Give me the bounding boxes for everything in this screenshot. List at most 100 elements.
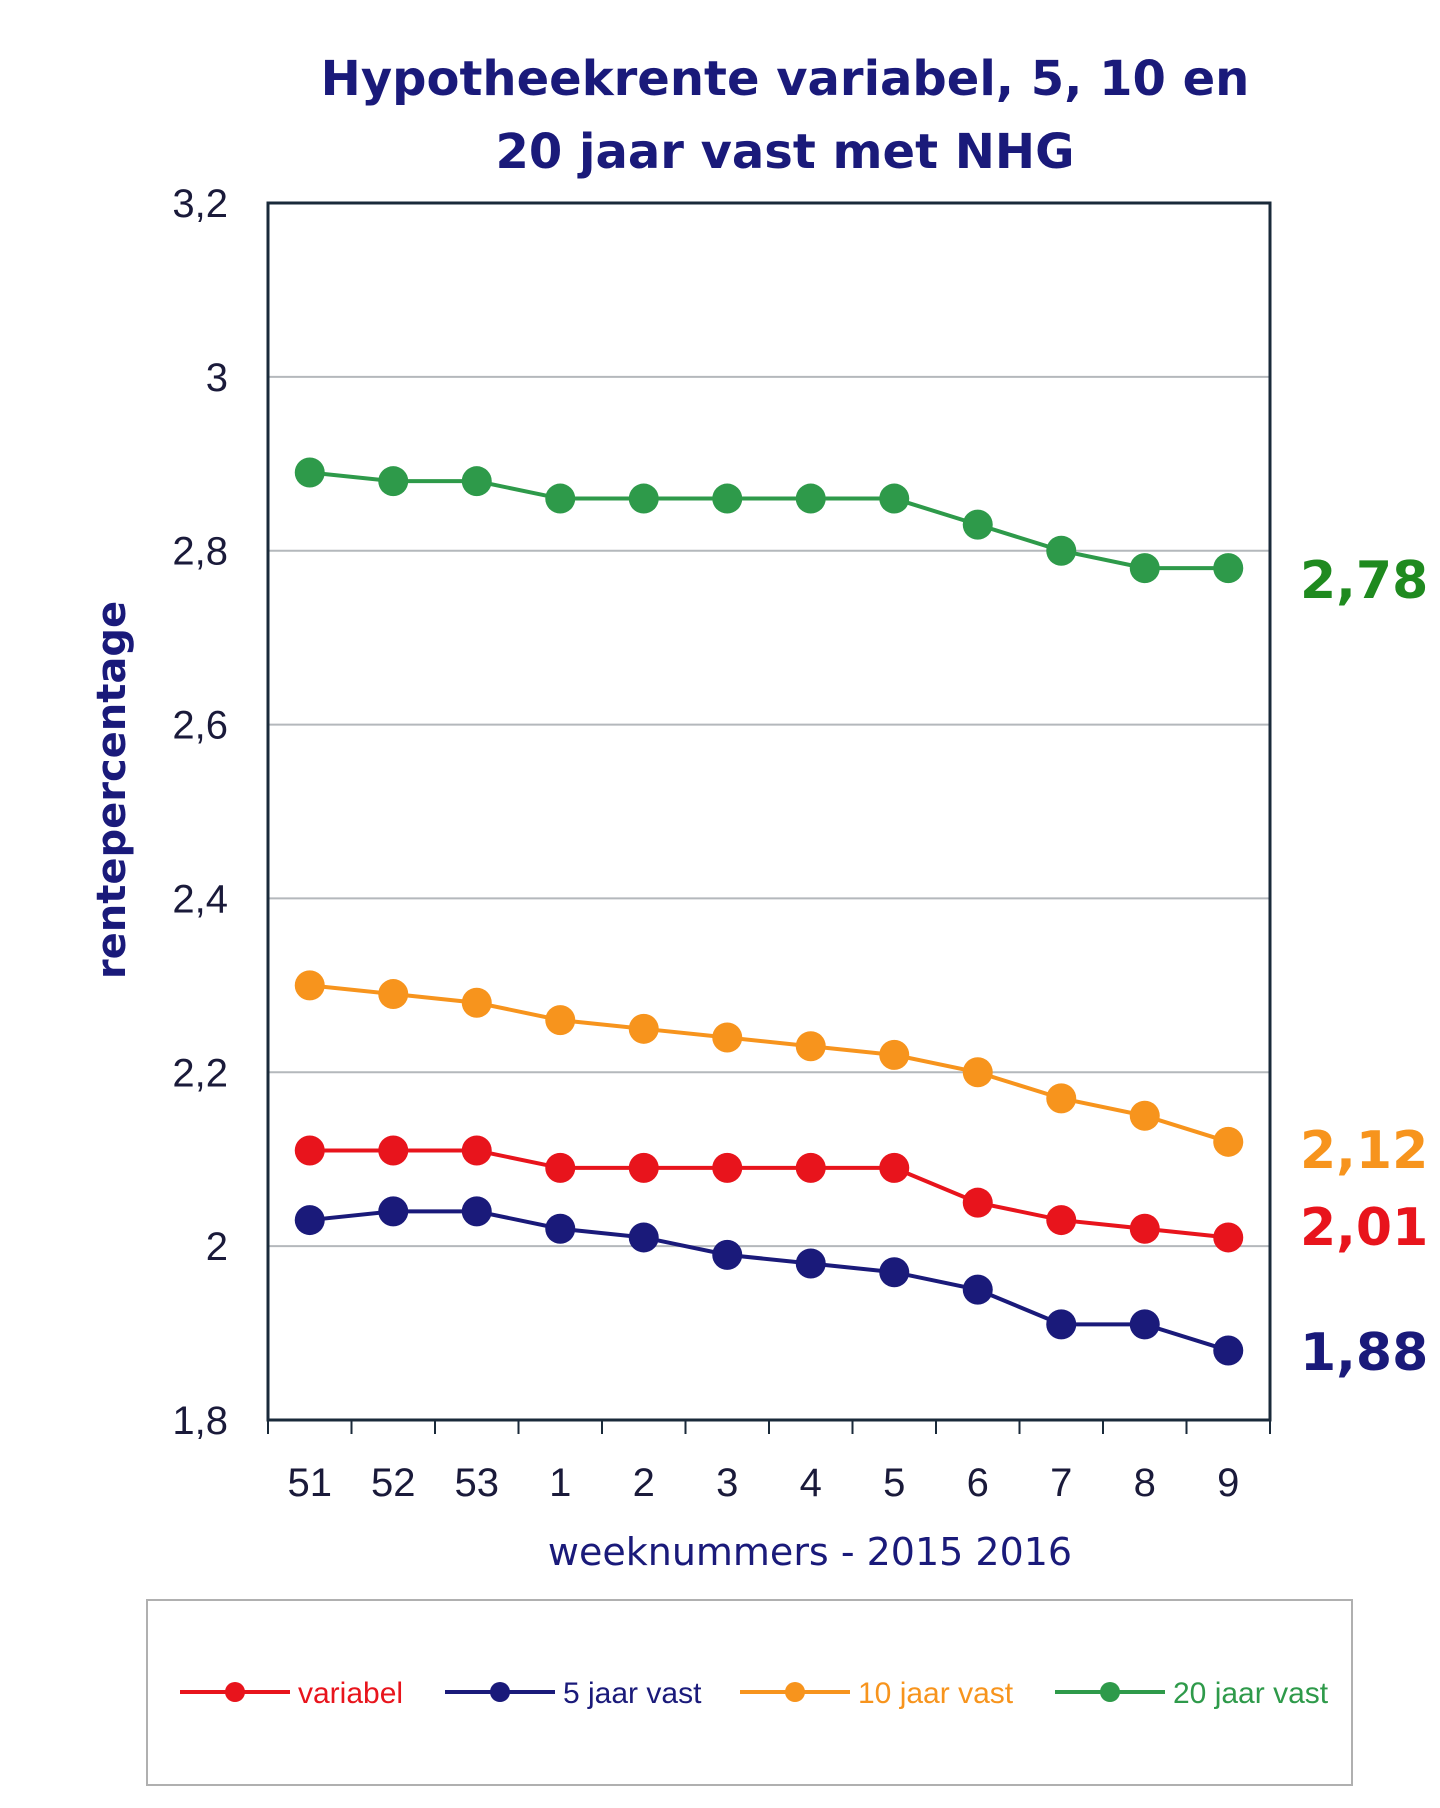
data-point [545,1213,576,1244]
data-point [1046,1083,1077,1114]
x-tick-label: 3 [716,1461,738,1505]
data-point [795,483,826,514]
data-point [461,466,492,497]
x-tick-label: 7 [1050,1461,1072,1505]
legend-item: 10 jaar vast [740,1677,1014,1710]
data-point [1129,1309,1160,1340]
data-point [1213,1335,1244,1366]
data-point [378,1135,409,1166]
data-point [1213,1126,1244,1157]
data-point [712,1022,743,1053]
legend-item: 20 jaar vast [1055,1677,1329,1710]
legend-swatch-marker [490,1682,510,1702]
chart-title-line-2: 20 jaar vast met NHG [496,124,1075,180]
data-point [294,1135,325,1166]
data-point [795,1031,826,1062]
data-point [962,1274,993,1305]
y-tick-label: 2,6 [172,704,228,748]
series-line [309,1148,1229,1240]
data-point [461,987,492,1018]
data-point [545,1005,576,1036]
data-point [712,483,743,514]
data-point [879,483,910,514]
data-point [378,979,409,1010]
x-tick-label: 53 [455,1461,500,1505]
y-tick-label: 2,4 [172,877,228,921]
x-tick-label: 1 [549,1461,571,1505]
legend-label: 20 jaar vast [1173,1677,1329,1710]
x-tick-label: 4 [800,1461,822,1505]
chart-title-line-1: Hypotheekrente variabel, 5, 10 en [321,51,1250,107]
legend-swatch-marker [785,1682,805,1702]
end-labels: 2,01 1,88 2,12 2,78 [1300,551,1428,1383]
series-5-jaar-vast [294,1196,1244,1366]
plot-area-frame [266,201,1272,1422]
legend-swatch-marker [1100,1682,1120,1702]
x-axis-ticks: 51 52 53 1 2 3 4 5 6 7 8 9 [267,1420,1271,1505]
data-point [545,483,576,514]
legend: variabel 5 jaar vast 10 jaar vast 20 jaar v… [180,1677,1329,1710]
legend-label: 10 jaar vast [858,1677,1014,1710]
x-tick-label: 52 [371,1461,416,1505]
x-tick-label: 5 [883,1461,905,1505]
data-point [1129,553,1160,584]
data-point [1213,1222,1244,1253]
data-point [294,970,325,1001]
data-point [545,1152,576,1183]
x-tick-label: 8 [1134,1461,1156,1505]
x-tick-label: 2 [633,1461,655,1505]
data-point [879,1039,910,1070]
data-point [1046,1309,1077,1340]
data-point [1129,1100,1160,1131]
legend-label: 5 jaar vast [563,1677,702,1710]
end-value-label: 2,78 [1300,551,1428,611]
data-point [461,1196,492,1227]
data-point [879,1257,910,1288]
data-point [628,1222,659,1253]
data-point [628,483,659,514]
data-point [879,1152,910,1183]
x-tick-label: 9 [1217,1461,1239,1505]
data-point [378,1196,409,1227]
end-value-label: 2,01 [1300,1198,1428,1258]
series-group [294,457,1244,1366]
data-point [962,509,993,540]
data-point [294,1205,325,1236]
gridlines [268,375,1270,1248]
data-point [294,457,325,488]
data-point [378,466,409,497]
y-axis-label: rentepercentage [89,601,135,979]
data-point [628,1152,659,1183]
y-tick-label: 3 [206,356,228,400]
legend-label: variabel [298,1677,403,1710]
y-tick-label: 1,8 [172,1399,228,1443]
data-point [795,1248,826,1279]
y-tick-label: 2,8 [172,530,228,574]
series-20-jaar-vast [294,457,1244,584]
data-point [1129,1213,1160,1244]
legend-item: 5 jaar vast [445,1677,702,1710]
legend-swatch-marker [225,1682,245,1702]
y-tick-label: 2,2 [172,1051,228,1095]
data-point [962,1057,993,1088]
series-line [309,470,1229,571]
data-point [712,1152,743,1183]
data-point [1046,1205,1077,1236]
series-variabel [294,1135,1244,1253]
x-tick-label: 51 [288,1461,333,1505]
y-axis-ticks: 1,8 2 2,2 2,4 2,6 2,8 3 3,2 [172,182,228,1443]
data-point [461,1135,492,1166]
end-value-label: 1,88 [1300,1323,1428,1383]
data-point [1213,553,1244,584]
y-tick-label: 2 [206,1225,228,1269]
data-point [628,1013,659,1044]
data-point [795,1152,826,1183]
end-value-label: 2,12 [1300,1121,1428,1181]
series-line [309,983,1229,1144]
data-point [712,1239,743,1270]
y-tick-label: 3,2 [172,182,228,226]
series-10-jaar-vast [294,970,1244,1157]
x-tick-label: 6 [967,1461,989,1505]
series-line [309,1209,1229,1353]
